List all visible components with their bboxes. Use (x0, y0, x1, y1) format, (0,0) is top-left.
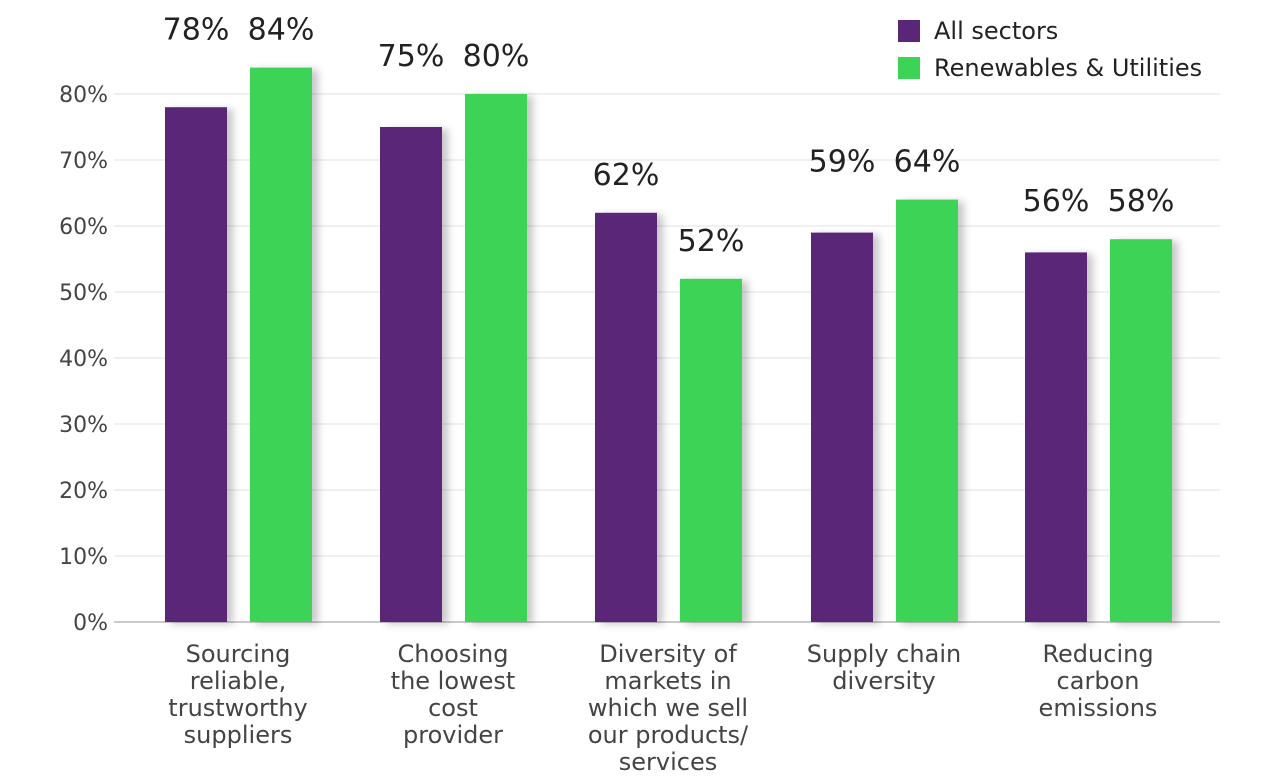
category-label: our products/ (588, 721, 749, 749)
bar-renewables-utilities (465, 94, 527, 622)
category-label: provider (403, 721, 503, 749)
bar-renewables-utilities (250, 67, 312, 623)
data-label: 58% (1108, 184, 1175, 219)
category-label: Reducing (1042, 640, 1153, 668)
data-label: 62% (593, 158, 660, 193)
data-label: 64% (894, 145, 961, 180)
category-label: cost (428, 694, 478, 722)
bar-all-sectors (380, 127, 442, 622)
bar-all-sectors (811, 232, 873, 622)
legend-swatch-renewables-utilities (898, 56, 920, 79)
category-label: emissions (1039, 694, 1158, 722)
legend-item-renewables-utilities: Renewables & Utilities (898, 49, 1202, 86)
category-label: the lowest (391, 667, 516, 695)
category-label: carbon (1057, 667, 1140, 695)
y-tick-label: 80% (59, 83, 108, 108)
legend-label-all-sectors: All sectors (934, 16, 1059, 45)
legend-item-all-sectors: All sectors (898, 12, 1202, 49)
legend-label-renewables-utilities: Renewables & Utilities (934, 53, 1203, 82)
y-tick-label: 70% (59, 149, 108, 174)
category-label: Choosing (398, 640, 509, 668)
data-label: 80% (463, 39, 530, 74)
data-label: 52% (678, 224, 745, 259)
data-label: 59% (809, 145, 876, 180)
category-label: suppliers (184, 721, 293, 749)
data-label: 75% (378, 39, 445, 74)
legend: All sectors Renewables & Utilities (898, 12, 1202, 86)
y-tick-label: 10% (59, 545, 108, 570)
category-label: Supply chain (807, 640, 961, 668)
category-label: trustworthy (168, 694, 307, 722)
data-label: 84% (248, 13, 315, 48)
data-label: 56% (1023, 184, 1090, 219)
category-label: Diversity of (599, 640, 737, 668)
category-label: Sourcing (186, 640, 291, 668)
bar-all-sectors (595, 212, 657, 623)
bar-renewables-utilities (680, 278, 742, 622)
category-label: which we sell (588, 694, 748, 722)
y-tick-label: 50% (59, 281, 108, 306)
bar-all-sectors (1025, 252, 1087, 622)
y-tick-label: 20% (59, 479, 108, 504)
y-tick-label: 0% (73, 611, 108, 636)
bar-all-sectors (165, 107, 227, 622)
legend-swatch-all-sectors (898, 19, 920, 42)
category-label: services (619, 748, 717, 776)
category-label: reliable, (190, 667, 286, 695)
category-label: diversity (832, 667, 936, 695)
bar-renewables-utilities (1110, 239, 1172, 622)
y-tick-label: 30% (59, 413, 108, 438)
data-label: 78% (163, 13, 230, 48)
y-tick-label: 60% (59, 215, 108, 240)
category-label: markets in (604, 667, 731, 695)
y-tick-label: 40% (59, 347, 108, 372)
bar-renewables-utilities (896, 199, 958, 622)
